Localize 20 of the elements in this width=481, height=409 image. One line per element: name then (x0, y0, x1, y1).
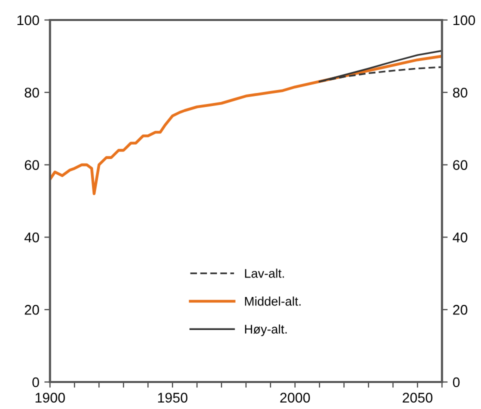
x-tick-label: 1950 (158, 392, 188, 403)
y-tick-label: 20 (24, 304, 40, 315)
y-tick-label: 100 (17, 15, 40, 26)
line-series (50, 54, 442, 196)
y2-tick-label: 20 (453, 304, 468, 315)
y2-tick-label: 60 (453, 160, 468, 170)
y-tick-label: 0 (32, 377, 40, 388)
y2-tick-label: 80 (453, 88, 468, 98)
legend-label: Middel-alt. (245, 296, 301, 306)
y2-tick-label: 40 (452, 232, 468, 242)
y-tick-label: 40 (24, 232, 40, 242)
y-tick-label: 80 (24, 88, 40, 98)
y2-tick-label: 100 (453, 15, 476, 26)
y-tick-label: 60 (24, 160, 40, 170)
x-tick-label: 2050 (402, 392, 432, 403)
legend-label: Lav-alt. (245, 268, 284, 278)
x-tick-label: 1900 (36, 392, 65, 403)
y2-tick-label: 0 (452, 377, 460, 388)
legend-label: Høy-alt. (245, 324, 287, 336)
x-tick-label: 2000 (280, 392, 310, 403)
